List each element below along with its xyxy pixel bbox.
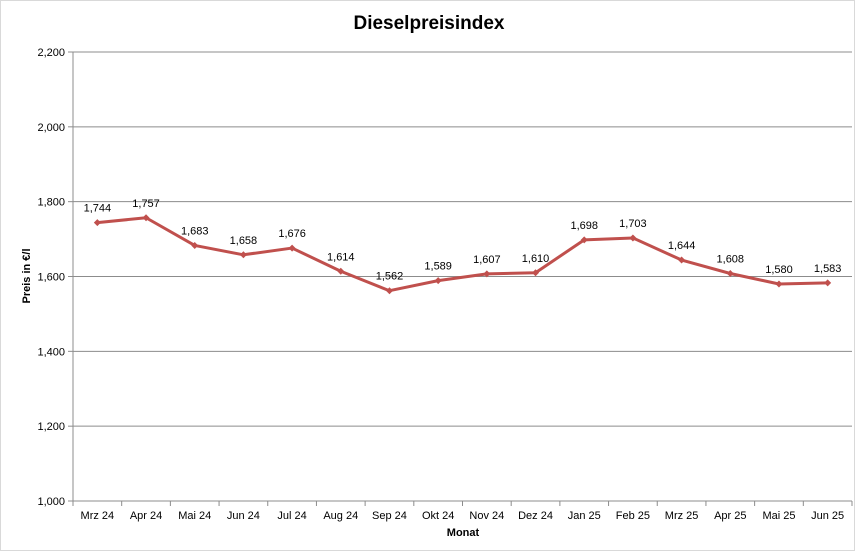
data-label: 1,562 [376, 271, 404, 283]
x-tick-label: Mrz 25 [665, 510, 699, 522]
data-point-marker [434, 277, 442, 285]
data-label: 1,589 [424, 261, 452, 273]
data-label: 1,703 [619, 218, 647, 230]
data-label: 1,614 [327, 251, 355, 263]
data-point-marker [775, 280, 783, 288]
x-tick-label: Mrz 24 [81, 510, 115, 522]
x-tick-label: Dez 24 [518, 510, 553, 522]
y-tick-label: 1,800 [37, 197, 65, 209]
data-label: 1,698 [570, 220, 598, 232]
data-label: 1,744 [84, 203, 112, 215]
data-point-marker [385, 287, 393, 295]
data-label: 1,607 [473, 254, 501, 266]
x-tick-label: Apr 24 [130, 510, 162, 522]
x-axis-title: Monat [447, 527, 480, 539]
y-axis-title: Preis in €/l [21, 248, 33, 303]
data-labels: 1,744 1,757 1,683 1,658 1,676 1,614 1,562 1,589… [84, 198, 842, 283]
data-point-marker [532, 269, 540, 277]
data-label: 1,580 [765, 264, 793, 276]
x-tick-label: Nov 24 [469, 510, 504, 522]
data-point-marker [239, 251, 247, 259]
x-tick-label: Jul 24 [277, 510, 306, 522]
y-tick-label: 1,400 [37, 346, 65, 358]
x-tick-label: Jun 24 [227, 510, 260, 522]
data-label: 1,583 [814, 263, 842, 275]
data-point-marker [580, 236, 588, 244]
y-tick-label: 1,200 [37, 421, 65, 433]
chart-title: Dieselpreisindex [353, 13, 504, 34]
y-tick-label: 1,600 [37, 272, 65, 284]
data-point-marker [93, 219, 101, 227]
data-label: 1,683 [181, 225, 209, 237]
x-tick-label: Jun 25 [811, 510, 844, 522]
y-tick-label: 1,000 [37, 496, 65, 508]
data-label: 1,757 [132, 198, 160, 210]
x-tick-label: Mai 24 [178, 510, 211, 522]
data-point-marker [288, 244, 296, 252]
data-label: 1,610 [522, 253, 550, 265]
series-line-group [93, 214, 832, 295]
data-point-marker [726, 270, 734, 278]
gridlines [73, 51, 852, 427]
x-axis-ticks: Mrz 24 Apr 24 Mai 24 Jun 24 Jul 24 Aug 24 Sep … [72, 501, 853, 522]
x-tick-label: Aug 24 [323, 510, 358, 522]
data-point-marker [629, 234, 637, 242]
data-point-marker [142, 214, 150, 222]
data-label: 1,658 [230, 235, 258, 247]
y-axis-ticks: 1,000 1,200 1,400 1,600 1,800 2,000 2,200 [37, 47, 73, 508]
x-tick-label: Feb 25 [616, 510, 650, 522]
x-tick-label: Mai 25 [762, 510, 795, 522]
x-tick-label: Apr 25 [714, 510, 746, 522]
x-tick-label: Okt 24 [422, 510, 454, 522]
x-tick-label: Sep 24 [372, 510, 407, 522]
y-tick-label: 2,000 [37, 122, 65, 134]
data-point-marker [824, 279, 832, 287]
data-point-marker [337, 267, 345, 275]
data-point-marker [191, 241, 199, 249]
series-line [97, 216, 828, 293]
y-tick-label: 2,200 [37, 47, 65, 59]
data-label: 1,676 [278, 228, 306, 240]
data-point-marker [483, 270, 491, 278]
data-label: 1,608 [717, 254, 745, 266]
data-point-marker [678, 256, 686, 264]
x-tick-label: Jan 25 [568, 510, 601, 522]
data-label: 1,644 [668, 240, 696, 252]
